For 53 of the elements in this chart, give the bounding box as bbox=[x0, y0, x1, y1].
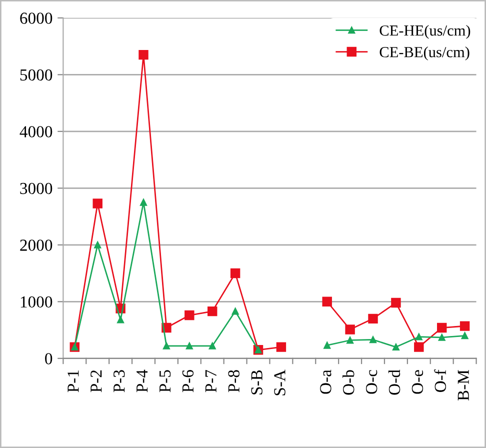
point bbox=[162, 342, 170, 350]
y-tick-label: 3000 bbox=[20, 182, 52, 194]
point bbox=[415, 333, 422, 340]
x-tick-label: B-M bbox=[458, 370, 469, 401]
x-tick-label: O-a bbox=[320, 370, 332, 394]
point bbox=[276, 342, 286, 352]
point bbox=[322, 296, 332, 307]
x-tick-label: O-d bbox=[388, 370, 400, 395]
y-tick-label: 6000 bbox=[20, 12, 52, 24]
point bbox=[346, 336, 354, 344]
point bbox=[92, 198, 102, 208]
legend-label: CE-HE(us/cm) bbox=[380, 24, 470, 39]
x-tick-label: P-3 bbox=[114, 370, 125, 392]
point bbox=[94, 241, 102, 248]
x-tick-label: P-8 bbox=[228, 370, 240, 392]
point bbox=[138, 50, 148, 60]
y-tick-label: 2000 bbox=[20, 240, 52, 251]
point bbox=[345, 324, 355, 334]
point bbox=[184, 310, 194, 320]
x-tick-label: P-7 bbox=[205, 370, 216, 392]
point bbox=[460, 321, 470, 331]
point bbox=[232, 308, 239, 315]
point bbox=[461, 332, 468, 340]
x-tick-label: S-B bbox=[251, 370, 262, 394]
x-tick-label: O-c bbox=[366, 370, 378, 394]
point bbox=[392, 344, 400, 351]
point bbox=[436, 322, 447, 333]
point bbox=[368, 314, 378, 324]
point bbox=[186, 342, 193, 350]
x-tick-label: P-6 bbox=[182, 370, 194, 392]
y-tick-label: 4000 bbox=[20, 126, 52, 138]
y-tick-label: 0 bbox=[45, 353, 52, 364]
point bbox=[140, 198, 147, 206]
point bbox=[370, 336, 376, 344]
y-tick-label: 5000 bbox=[20, 69, 52, 81]
x-tick-label: S-A bbox=[274, 370, 286, 396]
point bbox=[324, 342, 331, 349]
point bbox=[230, 268, 240, 278]
point bbox=[208, 342, 216, 350]
point bbox=[117, 316, 124, 324]
x-tick-label: O-f bbox=[434, 370, 446, 392]
legend-label: CE-BE(us/cm) bbox=[380, 46, 470, 60]
point bbox=[391, 298, 401, 308]
y-tick-label: 1000 bbox=[20, 296, 52, 308]
x-tick-label: P-4 bbox=[136, 370, 148, 392]
point bbox=[414, 342, 424, 352]
point bbox=[207, 306, 218, 316]
x-tick-label: P-5 bbox=[160, 370, 171, 392]
x-tick-label: P-2 bbox=[90, 370, 102, 392]
x-tick-label: O-b bbox=[342, 370, 354, 395]
x-tick-label: P-1 bbox=[68, 370, 79, 392]
point bbox=[438, 334, 446, 341]
x-tick-label: O-e bbox=[412, 370, 424, 394]
